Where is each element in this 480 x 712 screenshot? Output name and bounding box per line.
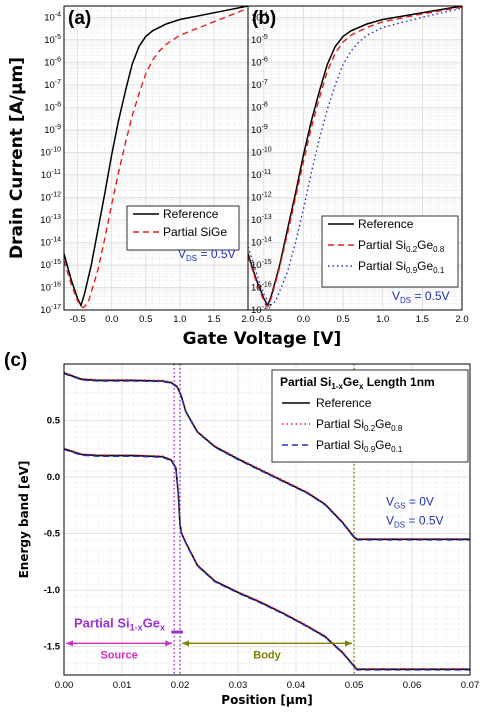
x-axis-title: Position [μm] bbox=[221, 693, 312, 707]
plot-frame bbox=[63, 363, 471, 676]
vds-annotation: VDS = 0.5V bbox=[386, 514, 444, 530]
y-tick-label: 10-7 bbox=[251, 79, 268, 91]
x-tick-label: 0.01 bbox=[113, 680, 132, 691]
legend-entry: Partial Si0.2Ge0.8 bbox=[316, 417, 403, 433]
y-tick-label: -1.0 bbox=[44, 585, 60, 596]
y-tick-label: 10-17 bbox=[251, 304, 272, 316]
x-tick-label: 0.5 bbox=[139, 314, 152, 325]
x-tick-label: 2.0 bbox=[241, 314, 254, 325]
y-tick-label: 10-13 bbox=[251, 214, 272, 226]
y-tick-label: 10-5 bbox=[44, 34, 61, 46]
y-tick-label: 10-14 bbox=[40, 236, 61, 248]
valence-band-series-1 bbox=[63, 447, 470, 670]
legend-box bbox=[321, 215, 459, 288]
y-tick-label: 10-10 bbox=[251, 146, 272, 158]
x-tick-label: 1.0 bbox=[173, 314, 186, 325]
y-tick-label: 0.5 bbox=[47, 416, 61, 427]
conduction-band-series-0 bbox=[63, 372, 470, 541]
y-tick-label: 10-16 bbox=[40, 281, 61, 293]
legend-entry: Reference bbox=[316, 396, 372, 410]
y-tick-label: -0.5 bbox=[44, 529, 61, 540]
panel-c: Source Body Partial Si1-xGex VGS = 0V VDS = … bbox=[4, 350, 479, 707]
panel-label: (c) bbox=[4, 350, 27, 371]
x-tick-label: 0.00 bbox=[55, 680, 74, 691]
conduction-band-series-2 bbox=[63, 373, 470, 541]
y-tick-label: 10-6 bbox=[44, 56, 61, 68]
x-tick-label: 1.5 bbox=[207, 314, 220, 325]
vds-annotation: VDS = 0.5V bbox=[178, 247, 236, 263]
y-tick-label: 10-11 bbox=[251, 169, 271, 181]
legend-entry: Reference bbox=[358, 217, 414, 231]
y-tick-label: 10-4 bbox=[251, 11, 268, 23]
y-tick-label: 10-7 bbox=[44, 79, 61, 91]
y-tick-label: 10-15 bbox=[40, 259, 61, 271]
x-tick-label: 2.0 bbox=[455, 314, 468, 325]
panel-b: -0.5 0.0 0.5 1.0 1.5 2.0 10-4 10-5 10-6 10-7 10-8 1… bbox=[247, 5, 469, 325]
x-tick-label: -0.5 bbox=[69, 314, 85, 325]
x-tick-label: 0.05 bbox=[345, 680, 364, 691]
body-arrow-head-left bbox=[182, 640, 189, 647]
legend-box bbox=[126, 205, 240, 251]
y-tick-label: 10-12 bbox=[40, 191, 61, 203]
x-tick-label: 0.5 bbox=[337, 314, 350, 325]
y-tick-label: 10-14 bbox=[251, 236, 272, 248]
source-arrow-head-right bbox=[165, 640, 173, 647]
x-tick-label: 0.03 bbox=[229, 680, 248, 691]
y-tick-label: 10-15 bbox=[251, 259, 272, 271]
y-tick-label: 10-16 bbox=[251, 281, 272, 293]
y-tick-label: -1.5 bbox=[44, 642, 61, 653]
x-tick-label: -0.5 bbox=[256, 314, 272, 325]
y-tick-label: 10-4 bbox=[44, 11, 61, 23]
body-label: Body bbox=[253, 649, 281, 661]
y-tick-label: 10-11 bbox=[41, 169, 61, 181]
y-tick-label: 10-6 bbox=[251, 56, 268, 68]
valence-band-series-0 bbox=[63, 448, 470, 671]
series-line-0 bbox=[63, 5, 249, 308]
panel-a: -0.5 0.0 0.5 1.0 1.5 2.0 10-4 10-5 10-6 10-7 10-8 1… bbox=[7, 5, 342, 349]
y-tick-label: 10-13 bbox=[40, 214, 61, 226]
source-label: Source bbox=[100, 649, 137, 661]
x-tick-label: 0.02 bbox=[171, 680, 190, 691]
body-arrow-head-right bbox=[345, 640, 352, 647]
x-tick-label: 1.0 bbox=[376, 314, 389, 325]
panel-label: (a) bbox=[68, 8, 91, 29]
legend-title: Partial Si1-xGex Length 1nm bbox=[280, 375, 435, 391]
series-line-1 bbox=[247, 6, 463, 309]
y-tick-label: 10-9 bbox=[251, 124, 268, 136]
legend-entry: Partial Si0.2Ge0.8 bbox=[358, 238, 445, 254]
y-tick-label: 10-8 bbox=[251, 101, 268, 113]
x-tick-label: 0.04 bbox=[287, 680, 306, 691]
y-tick-label: 0.0 bbox=[47, 472, 60, 483]
x-axis-title: Gate Voltage [V] bbox=[183, 329, 342, 349]
vgs-annotation: VGS = 0V bbox=[386, 494, 434, 510]
legend-box bbox=[271, 369, 469, 463]
series-line-1 bbox=[63, 7, 249, 309]
y-axis-title: Energy band [eV] bbox=[17, 461, 31, 579]
y-tick-label: 10-17 bbox=[40, 304, 61, 316]
x-tick-label: 0.0 bbox=[105, 314, 118, 325]
x-tick-label: 1.5 bbox=[416, 314, 429, 325]
legend-entry: Partial Si0.9Ge0.1 bbox=[358, 259, 445, 275]
valence-band-series-2 bbox=[63, 448, 470, 671]
source-arrow-head-left bbox=[66, 640, 73, 647]
legend-entry: Partial SiGe bbox=[163, 225, 227, 239]
y-tick-label: 10-10 bbox=[40, 146, 61, 158]
vds-annotation: VDS = 0.5V bbox=[392, 289, 450, 305]
y-tick-label: 10-12 bbox=[251, 191, 272, 203]
legend-entry: Partial Si0.9Ge0.1 bbox=[316, 438, 403, 454]
panel-label: (b) bbox=[252, 8, 276, 29]
x-tick-label: 0.06 bbox=[403, 680, 422, 691]
y-tick-label: 10-8 bbox=[44, 101, 61, 113]
y-axis-title: Drain Current [A/μm] bbox=[7, 57, 27, 259]
material-label: Partial Si1-xGex bbox=[74, 616, 165, 633]
x-tick-label: 0.07 bbox=[461, 680, 480, 691]
plot-frame bbox=[247, 5, 463, 311]
y-tick-label: 10-9 bbox=[44, 124, 61, 136]
y-tick-label: 10-5 bbox=[251, 34, 268, 46]
x-tick-label: 0.0 bbox=[297, 314, 310, 325]
legend-entry: Reference bbox=[163, 207, 219, 221]
